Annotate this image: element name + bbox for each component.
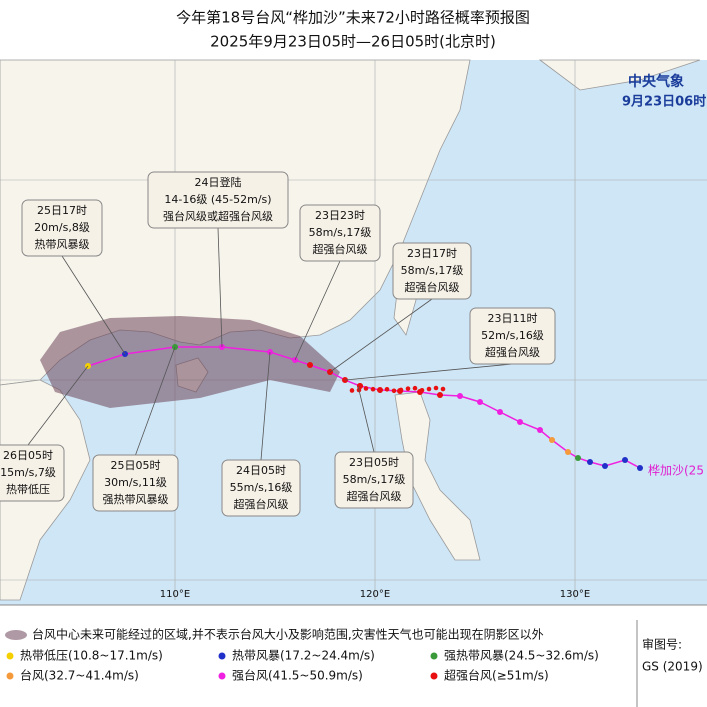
track-point: [427, 387, 432, 392]
legend-swatch: [7, 673, 14, 680]
callout-text: 14-16级 (45-52m/s): [164, 193, 271, 206]
callout-text: 23日11时: [488, 312, 538, 325]
track-point: [587, 459, 593, 465]
legend-label: 超强台风(≥51m/s): [444, 668, 549, 683]
legend-swatch: [431, 653, 438, 660]
callout-text: 58m/s,17级: [309, 226, 372, 239]
track-point: [537, 427, 543, 433]
map-page: 今年第18号台风“桦加沙”未来72小时路径概率预报图 2025年9月23日05时…: [0, 0, 707, 707]
title: 今年第18号台风“桦加沙”未来72小时路径概率预报图: [176, 9, 530, 27]
track-point: [549, 437, 555, 443]
callout-text: 23日23时: [315, 209, 365, 222]
track-point: [350, 388, 355, 393]
track-point: [371, 387, 376, 392]
typhoon-label: 桦加沙(25: [648, 463, 704, 478]
callout-text: 超强台风级: [234, 497, 289, 511]
legend-swatch: [7, 653, 14, 660]
legend-label: 台风(32.7~41.4m/s): [20, 668, 139, 683]
track-point: [434, 386, 439, 391]
callout-text: 热带风暴级: [35, 238, 90, 251]
approval-label: 审图号:: [642, 637, 682, 652]
agency-name: 中央气象: [628, 73, 684, 90]
callout-text: 25日17时: [37, 204, 87, 217]
callout-text: 强台风级或超强台风级: [163, 209, 273, 223]
legend-label: 热带低压(10.8~17.1m/s): [20, 649, 163, 663]
track-point: [437, 392, 443, 398]
track-point: [392, 388, 397, 393]
track-point: [378, 387, 383, 392]
cone-icon: [5, 630, 27, 640]
track-point: [441, 387, 446, 392]
legend-area: 台风中心未来可能经过的区域,并不表示台风大小及影响范围,灾害性天气也可能出现在阴…: [32, 627, 544, 642]
track-point: [517, 419, 523, 425]
legend-swatch: [219, 653, 226, 660]
callout-text: 超强台风级: [485, 345, 540, 359]
legend-label: 强热带风暴(24.5~32.6m/s): [444, 649, 599, 663]
track-point: [622, 457, 628, 463]
track-point: [420, 388, 425, 393]
callout-text: 58m/s,17级: [401, 264, 464, 277]
callout-text: 24日登陆: [195, 175, 242, 189]
track-point: [477, 399, 483, 405]
forecast-point: [357, 383, 363, 389]
callout-text: 55m/s,16级: [230, 481, 293, 494]
callout-text: 热带低压: [6, 483, 50, 496]
subtitle: 2025年9月23日05时—26日05时(北京时): [210, 33, 496, 51]
callout-text: 强热带风暴级: [103, 493, 169, 506]
forecast-point: [307, 362, 313, 368]
approval-number: GS (2019): [642, 660, 703, 674]
axis-label: 120°E: [360, 589, 390, 600]
track-point: [637, 465, 643, 471]
callout-text: 超强台风级: [405, 280, 460, 294]
track-point: [399, 388, 404, 393]
callout-text: 超强台风级: [313, 242, 368, 256]
legend-swatch: [431, 673, 438, 680]
agency-time: 9月23日06时: [622, 94, 706, 110]
callout-text: 超强台风级: [347, 489, 402, 503]
track-point: [565, 449, 571, 455]
legend-label: 强台风(41.5~50.9m/s): [232, 668, 363, 683]
track-point: [497, 409, 503, 415]
callout-text: 30m/s,11级: [104, 476, 167, 489]
callout-text: 52m/s,16级: [481, 329, 544, 342]
track-point: [406, 386, 411, 391]
callout-text: 26日05时: [3, 449, 53, 462]
callout-text: 20m/s,8级: [34, 221, 90, 234]
legend-swatch: [219, 673, 226, 680]
callout-text: 24日05时: [236, 464, 286, 477]
track-point: [457, 393, 463, 399]
callout-text: 58m/s,17级: [343, 473, 406, 486]
track-point: [602, 463, 608, 469]
track-point: [385, 387, 390, 392]
callout-text: 23日05时: [349, 456, 399, 469]
callout-text: 25日05时: [111, 459, 161, 472]
callout-text: 23日17时: [407, 247, 457, 260]
track-point: [413, 386, 418, 391]
track-point: [575, 455, 581, 461]
axis-label: 110°E: [160, 589, 190, 600]
axis-label: 130°E: [560, 589, 590, 600]
track-point: [364, 386, 369, 391]
callout-text: 15m/s,7级: [0, 466, 56, 479]
legend-label: 热带风暴(17.2~24.4m/s): [232, 649, 375, 663]
